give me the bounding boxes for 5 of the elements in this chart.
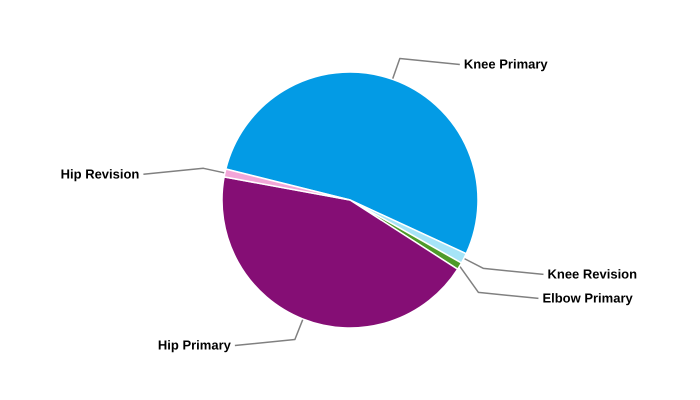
slice-label: Knee Revision xyxy=(547,266,638,282)
slice-label: Hip Revision xyxy=(60,166,140,182)
slice-label: Elbow Primary xyxy=(542,290,634,306)
slice-label: Knee Primary xyxy=(464,56,548,72)
slice-label: Hip Primary xyxy=(158,338,232,353)
